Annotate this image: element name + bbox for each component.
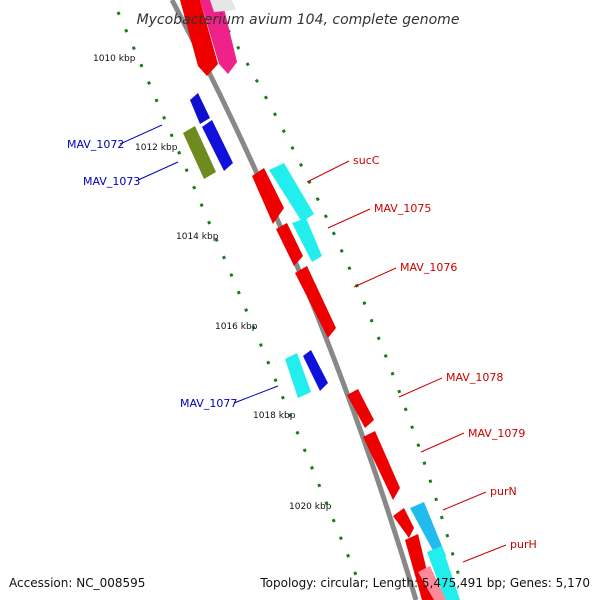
leader-mav-1072 bbox=[119, 124, 163, 145]
topology-text: Topology: circular; Length: 5,475,491 bp… bbox=[259, 576, 590, 590]
map-title: Mycobacterium avium 104, complete genome bbox=[137, 12, 460, 28]
gene-arrow-mav-1072-a[interactable] bbox=[190, 93, 210, 124]
gene-arrow-mav-1072-b[interactable] bbox=[202, 120, 233, 171]
gene-arrow-pur-h-pink[interactable] bbox=[418, 566, 446, 600]
gene-arrow-pur-h-cyan[interactable] bbox=[427, 546, 460, 600]
ruler-label-1020: 1020 kbp bbox=[289, 502, 332, 512]
ruler-label-1018: 1018 kbp bbox=[253, 411, 296, 421]
gene-arrow-mav-1077-blue[interactable] bbox=[303, 350, 328, 391]
accession-text: Accession: NC_008595 bbox=[9, 576, 145, 590]
leader-pur-h bbox=[462, 544, 507, 563]
ruler-label-1014: 1014 kbp bbox=[176, 232, 219, 242]
gene-label-suc-c[interactable]: sucC bbox=[353, 154, 380, 167]
gene-arrow-mav-1078[interactable] bbox=[347, 389, 374, 428]
gene-arrow-mav-1077-cyan[interactable] bbox=[285, 353, 311, 398]
leader-mav-1073 bbox=[135, 161, 179, 182]
gene-label-mav-1075[interactable]: MAV_1075 bbox=[374, 202, 431, 215]
gene-arrow-mav-1076[interactable] bbox=[295, 266, 336, 338]
gene-label-mav-1072[interactable]: MAV_1072 bbox=[67, 138, 124, 151]
leader-pur-n bbox=[442, 491, 487, 511]
gene-arrow-mav-1079[interactable] bbox=[363, 431, 400, 500]
ruler-track-outer bbox=[116, 11, 362, 586]
gene-label-mav-1078[interactable]: MAV_1078 bbox=[446, 371, 503, 384]
gene-arrow-pur-n-cyan[interactable] bbox=[410, 502, 446, 560]
leader-mav-1078 bbox=[398, 377, 443, 398]
gene-arrow-top-pink[interactable] bbox=[200, 0, 237, 74]
leader-mav-1075 bbox=[327, 208, 371, 229]
gene-arrow-mav-1073[interactable] bbox=[183, 126, 216, 179]
gene-arrow-top-white bbox=[210, 0, 236, 12]
leader-suc-c bbox=[306, 160, 350, 183]
ruler-label-1010: 1010 kbp bbox=[93, 54, 136, 64]
ruler-track-inner bbox=[226, 29, 462, 581]
leader-mav-1077 bbox=[233, 385, 279, 404]
gene-arrow-top-red[interactable] bbox=[180, 0, 218, 76]
gene-label-mav-1073[interactable]: MAV_1073 bbox=[83, 175, 140, 188]
ruler-label-1012: 1012 kbp bbox=[135, 143, 178, 153]
gene-arrow-suc-c-cyan[interactable] bbox=[269, 163, 314, 222]
gene-arrow-mav-1075-red[interactable] bbox=[276, 223, 303, 266]
gene-arrow-pur-n-red[interactable] bbox=[393, 508, 414, 538]
leader-mav-1079 bbox=[420, 432, 465, 453]
gene-arrow-mav-1075-cyan[interactable] bbox=[292, 218, 322, 262]
gene-label-mav-1076[interactable]: MAV_1076 bbox=[400, 261, 457, 274]
gene-arrow-suc-c-red[interactable] bbox=[252, 168, 284, 224]
leader-mav-1076 bbox=[353, 267, 397, 288]
gene-label-pur-n[interactable]: purN bbox=[490, 485, 517, 498]
gene-label-mav-1077[interactable]: MAV_1077 bbox=[180, 397, 237, 410]
gene-label-mav-1079[interactable]: MAV_1079 bbox=[468, 427, 525, 440]
ruler-label-1016: 1016 kbp bbox=[215, 322, 258, 332]
gene-label-pur-h[interactable]: purH bbox=[510, 538, 537, 551]
